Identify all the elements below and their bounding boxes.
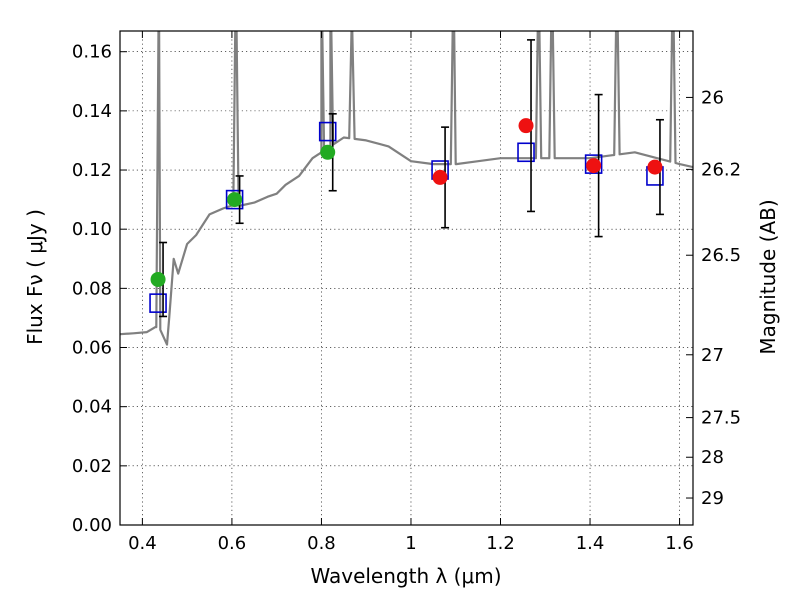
y-tick-label: 0.00 <box>72 515 112 536</box>
infrared-data-point <box>647 159 663 175</box>
y-tick-label: 0.12 <box>72 160 112 181</box>
plot-frame <box>119 30 694 526</box>
x-tick-label: 0.6 <box>218 533 247 554</box>
plot-area <box>120 31 693 346</box>
mag-tick-label: 26 <box>701 87 724 108</box>
y-axis-title: Flux Fν ( μJy ) <box>23 209 47 345</box>
x-tick-label: 1.2 <box>486 533 515 554</box>
mag-tick-label: 28 <box>701 447 724 468</box>
y-axis-right-title: Magnitude (AB) <box>756 199 780 354</box>
mag-tick-label: 27.5 <box>701 408 741 429</box>
x-tick-label: 1 <box>405 533 416 554</box>
x-tick-label: 0.4 <box>128 533 157 554</box>
axes: 0.4 0.6 0.8 1 1.2 1.4 1.6 0.00 0.02 0.04 0.06 0.08 0… <box>72 30 741 554</box>
x-tick-label: 1.4 <box>576 533 605 554</box>
model-square-marker <box>149 293 167 313</box>
x-tick-label: 0.8 <box>307 533 336 554</box>
x-axis-title: Wavelength λ (μm) <box>310 564 501 588</box>
model-square-marker <box>517 142 535 163</box>
infrared-data-point <box>432 169 448 185</box>
model-square-marker <box>318 121 337 142</box>
mag-tick-label: 29 <box>701 488 724 509</box>
data-group <box>120 31 693 346</box>
mag-tick-label: 27 <box>701 345 724 366</box>
y-tick-label: 0.04 <box>72 397 112 418</box>
y-tick-label: 0.06 <box>72 338 112 359</box>
y-tick-label: 0.10 <box>72 219 112 240</box>
optical-data-point <box>320 144 336 160</box>
model-square-marker <box>225 189 244 210</box>
y-tick-label: 0.08 <box>72 278 112 299</box>
model-square-marker <box>584 154 603 174</box>
optical-data-point <box>227 192 243 208</box>
infrared-data-point <box>586 158 602 174</box>
mag-tick-label: 26.5 <box>701 245 741 266</box>
infrared-data-point <box>518 118 534 134</box>
grid <box>120 31 693 525</box>
y-tick-label: 0.14 <box>72 101 112 122</box>
spectrum-line <box>120 31 693 346</box>
mag-tick-label: 26.2 <box>701 159 741 180</box>
optical-data-point <box>150 271 166 287</box>
y-tick-label: 0.02 <box>72 456 112 477</box>
x-tick-label: 1.6 <box>665 533 694 554</box>
y-tick-label: 0.16 <box>72 42 112 63</box>
